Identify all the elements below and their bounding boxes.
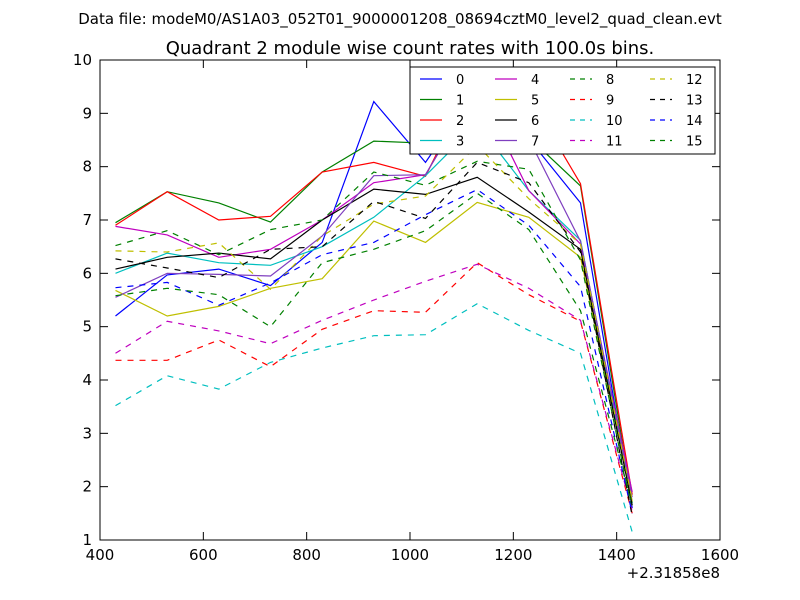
legend-label-2: 2 xyxy=(456,114,464,129)
y-tick-label: 9 xyxy=(82,104,92,122)
series-line-15 xyxy=(115,192,633,506)
x-tick-label: 800 xyxy=(292,546,321,564)
legend-label-12: 12 xyxy=(686,73,703,88)
legend-label-14: 14 xyxy=(686,114,703,129)
legend-label-1: 1 xyxy=(456,94,464,109)
legend-label-8: 8 xyxy=(606,73,614,88)
series-line-0 xyxy=(115,85,633,509)
legend-label-7: 7 xyxy=(531,135,539,150)
y-tick-label: 4 xyxy=(82,371,92,389)
y-tick-label: 2 xyxy=(82,478,92,496)
series-line-10 xyxy=(115,303,633,533)
x-tick-label: 1600 xyxy=(701,546,739,564)
legend-label-0: 0 xyxy=(456,73,464,88)
series-line-14 xyxy=(115,188,633,514)
plot-frame xyxy=(99,59,721,541)
legend-label-3: 3 xyxy=(456,135,464,150)
legend-label-6: 6 xyxy=(531,114,539,129)
series-line-11 xyxy=(115,263,633,511)
data-file-label: Data file: modeM0/AS1A03_052T01_90000012… xyxy=(78,10,722,29)
legend-label-4: 4 xyxy=(531,73,539,88)
legend-label-13: 13 xyxy=(686,94,703,109)
x-tick-label: 400 xyxy=(86,546,115,564)
series-line-13 xyxy=(115,161,633,517)
series-line-9 xyxy=(115,261,633,514)
legend-label-11: 11 xyxy=(606,135,623,150)
legend-label-10: 10 xyxy=(606,114,623,129)
series-line-12 xyxy=(115,144,633,501)
series-line-8 xyxy=(115,160,633,511)
series-line-6 xyxy=(115,176,633,506)
y-tick-label: 7 xyxy=(82,211,92,229)
series-layer xyxy=(115,70,633,533)
legend-label-9: 9 xyxy=(606,94,614,109)
x-tick-label: 600 xyxy=(189,546,218,564)
x-tick-label: 1200 xyxy=(494,546,532,564)
series-line-3 xyxy=(115,123,633,503)
x-tick-label: 1000 xyxy=(391,546,429,564)
y-tick-label: 1 xyxy=(82,531,92,549)
legend-label-15: 15 xyxy=(686,135,703,150)
y-tick-label: 10 xyxy=(73,51,92,69)
series-line-5 xyxy=(115,201,633,502)
chart-title: Quadrant 2 module wise count rates with … xyxy=(166,38,655,59)
y-tick-label: 8 xyxy=(82,158,92,176)
series-line-4 xyxy=(115,85,633,493)
legend-label-5: 5 xyxy=(531,94,539,109)
x-offset-label: +2.31858e8 xyxy=(627,564,720,582)
x-tick-label: 1400 xyxy=(598,546,636,564)
y-tick-label: 5 xyxy=(82,318,92,336)
y-tick-label: 6 xyxy=(82,264,92,282)
legend-frame xyxy=(409,66,716,155)
y-tick-label: 3 xyxy=(82,424,92,442)
